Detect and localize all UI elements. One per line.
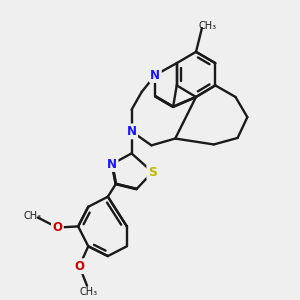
Text: O: O <box>52 221 62 234</box>
Text: N: N <box>107 158 117 171</box>
Text: CH₃: CH₃ <box>80 287 98 297</box>
Text: CH₃: CH₃ <box>198 21 216 31</box>
Text: CH₃: CH₃ <box>23 211 41 221</box>
Text: N: N <box>150 68 160 82</box>
Text: O: O <box>74 260 84 273</box>
Text: N: N <box>127 125 136 138</box>
Text: S: S <box>148 166 157 178</box>
